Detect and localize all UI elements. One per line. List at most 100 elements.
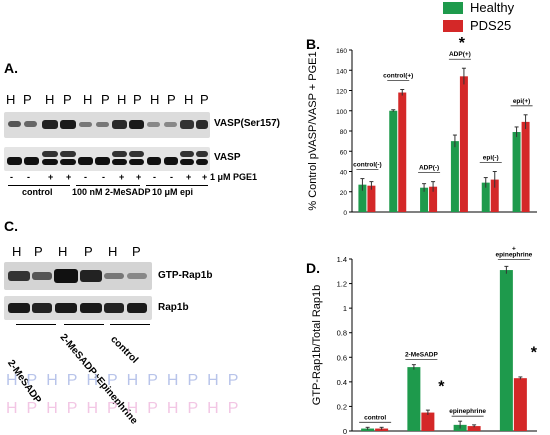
blot-band bbox=[196, 151, 208, 157]
group-label: epinephrine bbox=[449, 408, 486, 415]
blot-vasp-ser157 bbox=[4, 112, 210, 138]
blot-label-vasp-ser157: VASP(Ser157) bbox=[214, 118, 280, 129]
panel-a-letter: A. bbox=[4, 60, 18, 76]
pge1-sign: - bbox=[27, 172, 30, 182]
blot-band bbox=[8, 271, 30, 281]
group-label: control(-) bbox=[353, 162, 382, 169]
lane-label: H bbox=[108, 244, 118, 259]
blot-band bbox=[180, 120, 194, 129]
group-underline bbox=[110, 324, 150, 325]
blot-band bbox=[129, 120, 144, 129]
group-underline bbox=[146, 185, 208, 186]
blot-label-gtp-rap1b: GTP-Rap1b bbox=[158, 270, 213, 281]
group-label-2mesadp: 100 nM 2-MeSADP bbox=[72, 187, 151, 197]
legend-swatch-pds25 bbox=[443, 20, 463, 32]
group-label: ADP(+) bbox=[449, 51, 471, 58]
blot-band bbox=[196, 120, 208, 129]
group-label: epinephrine bbox=[495, 251, 532, 258]
pge1-sign: - bbox=[84, 172, 87, 182]
lane-label: P bbox=[133, 92, 142, 107]
bar bbox=[513, 378, 527, 431]
pge1-sign: + bbox=[202, 172, 208, 182]
blot-band bbox=[127, 273, 147, 279]
bar bbox=[467, 426, 481, 431]
ghost-artifact-row: HPHPHPHPHPHP bbox=[6, 400, 248, 417]
legend: Healthy PDS25 bbox=[440, 0, 550, 36]
blot-label-vasp: VASP bbox=[214, 152, 241, 163]
group-label-control: control bbox=[108, 334, 140, 366]
panel-a-lane-labels: H P H P H P H P H P H P bbox=[6, 92, 209, 110]
y-tick-label: 0 bbox=[343, 427, 347, 435]
y-tick-label: 20 bbox=[340, 190, 348, 197]
blot-band bbox=[112, 159, 127, 165]
pge1-sign: + bbox=[136, 172, 142, 182]
chart-d: 0 0.2 0.4 0.6 0.8 1 1.2 1.4 GTP-Rap1b/Total Rap1… bbox=[311, 245, 538, 435]
y-axis-label: GTP-Rap1b/Total Rap1b bbox=[311, 285, 323, 405]
blot-band bbox=[112, 151, 127, 157]
chart-b: 0 20 40 60 80 100 120 140 160 % Control pVASP/VAS… bbox=[307, 35, 537, 215]
ghost-artifact-row: HPHPHPHPHPHP bbox=[6, 372, 248, 389]
group-underline bbox=[76, 185, 140, 186]
blot-band bbox=[180, 151, 194, 157]
group-label-epi: 10 μM epi bbox=[152, 187, 194, 197]
blot-band bbox=[79, 122, 92, 127]
group-label: ADP(-) bbox=[419, 165, 439, 172]
blot-band bbox=[112, 120, 127, 129]
bar bbox=[389, 110, 398, 212]
blot-label-rap1b: Rap1b bbox=[158, 302, 189, 313]
group-label: + bbox=[512, 245, 516, 252]
bar bbox=[459, 76, 468, 212]
y-tick-label: 1.2 bbox=[337, 280, 347, 289]
blot-band bbox=[60, 120, 76, 129]
y-tick-label: 60 bbox=[340, 149, 348, 156]
y-axis-label: % Control pVASP/VASP + PGE1 bbox=[307, 51, 319, 210]
y-tick-label: 0.6 bbox=[337, 353, 347, 362]
blot-band bbox=[32, 272, 52, 280]
y-tick-label: 0.8 bbox=[337, 329, 347, 338]
blot-band bbox=[129, 159, 144, 165]
pge1-sign: + bbox=[48, 172, 54, 182]
blot-band bbox=[42, 120, 58, 129]
significance-asterisk: * bbox=[531, 344, 538, 361]
blot-band bbox=[80, 303, 102, 313]
significance-asterisk: * bbox=[459, 35, 466, 52]
y-tick-label: 1 bbox=[343, 304, 347, 313]
blot-band bbox=[164, 122, 177, 127]
blot-band bbox=[24, 157, 39, 165]
group-label: control bbox=[364, 414, 386, 421]
bar bbox=[450, 141, 459, 212]
bar bbox=[421, 412, 435, 431]
group-underline bbox=[64, 324, 104, 325]
blot-band bbox=[129, 151, 144, 157]
lane-label: P bbox=[23, 92, 32, 107]
lane-label: P bbox=[34, 244, 43, 259]
blot-band bbox=[147, 157, 161, 165]
legend-swatch-healthy bbox=[443, 2, 463, 14]
pge1-label: 1 μM PGE1 bbox=[210, 172, 258, 182]
y-tick-label: 40 bbox=[340, 170, 348, 177]
y-tick-label: 140 bbox=[336, 68, 347, 75]
blot-band bbox=[164, 157, 178, 165]
pge1-sign: - bbox=[153, 172, 156, 182]
group-label: epi(-) bbox=[483, 155, 499, 162]
y-tick-label: 0.4 bbox=[337, 378, 347, 387]
bar bbox=[481, 182, 490, 212]
blot-band bbox=[147, 122, 160, 127]
blot-band bbox=[60, 151, 76, 157]
lane-label: P bbox=[167, 92, 176, 107]
lane-label: H bbox=[117, 92, 127, 107]
lane-label: P bbox=[101, 92, 110, 107]
lane-label: H bbox=[12, 244, 22, 259]
blot-band bbox=[180, 159, 194, 165]
panel-c-letter: C. bbox=[4, 218, 18, 234]
panel-d-letter: D. bbox=[306, 260, 320, 276]
lane-label: P bbox=[84, 244, 93, 259]
pge1-sign: + bbox=[66, 172, 72, 182]
pge1-sign: - bbox=[170, 172, 173, 182]
group-label-control: control bbox=[22, 187, 53, 197]
blot-band bbox=[95, 157, 110, 165]
blot-band bbox=[104, 273, 124, 279]
pge1-signs: - - + + - - + + - - + + bbox=[6, 172, 216, 186]
blot-band bbox=[55, 303, 77, 313]
blot-band bbox=[7, 157, 22, 165]
